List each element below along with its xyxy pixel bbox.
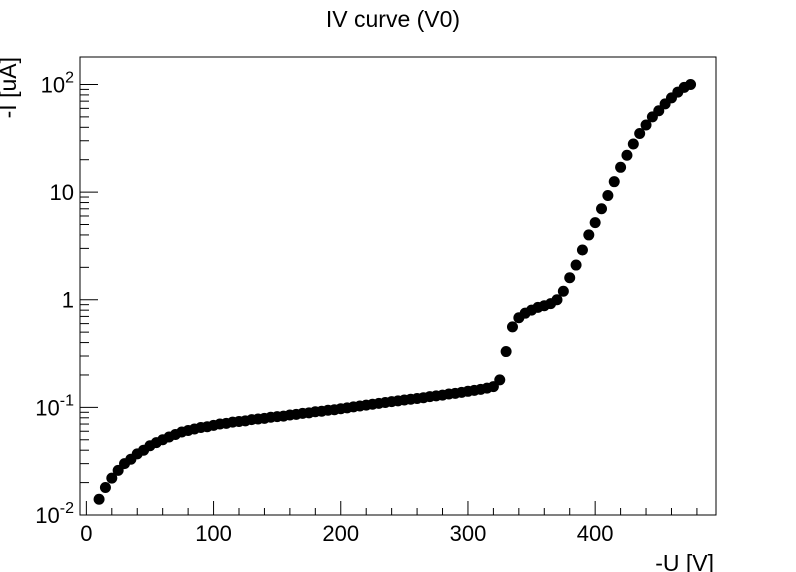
data-point: [602, 189, 614, 201]
data-point: [615, 161, 627, 173]
data-point: [576, 244, 588, 256]
data-point: [106, 472, 118, 484]
y-tick-label: 10-1: [35, 392, 74, 420]
x-tick-label: 0: [80, 521, 92, 546]
data-point: [564, 272, 576, 284]
data-point: [551, 294, 563, 306]
y-axis-label: -I [uA]: [0, 57, 21, 118]
chart-title: IV curve (V0): [326, 6, 460, 32]
data-point: [685, 78, 697, 90]
data-point: [627, 138, 639, 150]
data-point: [99, 482, 111, 494]
data-point: [634, 128, 646, 140]
data-point: [640, 119, 652, 131]
data-point: [494, 374, 506, 386]
y-tick-label: 102: [41, 69, 74, 97]
data-point: [583, 229, 595, 241]
data-points: [93, 78, 697, 505]
data-point: [506, 321, 518, 333]
x-tick-label: 300: [450, 521, 487, 546]
data-point: [596, 203, 608, 215]
data-point: [608, 176, 620, 188]
plot-frame: [79, 56, 717, 516]
y-axis-ticks: 10-2 10-1 1 10 102: [35, 69, 98, 528]
x-tick-label: 100: [195, 521, 232, 546]
data-point: [500, 346, 512, 358]
data-point: [93, 493, 105, 505]
data-point: [557, 285, 569, 297]
y-tick-label: 1: [62, 288, 74, 313]
y-tick-label: 10-2: [35, 500, 74, 528]
data-point: [621, 149, 633, 161]
x-tick-label: 400: [577, 521, 614, 546]
x-axis-ticks: 0 100 200 300 400: [80, 501, 698, 546]
x-axis-label: -U [V]: [655, 550, 714, 572]
data-point: [570, 259, 582, 271]
y-tick-label: 10: [50, 180, 74, 205]
x-tick-label: 200: [322, 521, 359, 546]
data-point: [589, 217, 601, 229]
